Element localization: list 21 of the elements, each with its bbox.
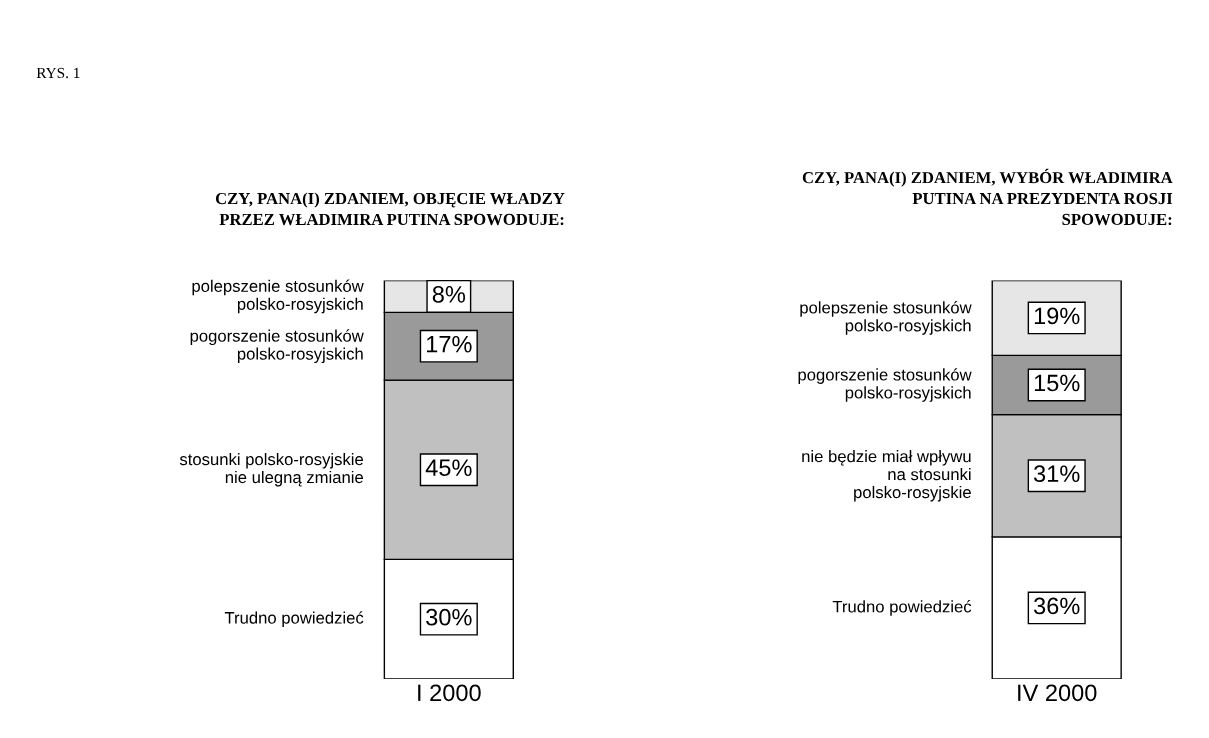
series-label: nie będzie miał wpływu na stosunki polsko-rosyjskie [802, 450, 971, 502]
series-label: polepszenie stosunków polsko-rosyjskich [800, 301, 972, 335]
x-tick-label: IV 2000 [1018, 684, 1097, 702]
text: RYS. 1 [36, 67, 80, 79]
x-tick-label: I 2000 [418, 684, 481, 702]
data-label: 15% [1034, 374, 1080, 392]
chart-title: CZY, PANA(I) ZDANIEM, WYBÓR WŁADIMIRA PUTINA NA PREZYDENTA ROSJI SPOWODUJE: [802, 168, 1173, 226]
data-label: 31% [1033, 465, 1080, 483]
data-label: 45% [425, 459, 472, 477]
series-label: Trudno powiedzieć [224, 611, 364, 628]
data-label: 36% [1033, 597, 1080, 615]
data-label: 19% [1034, 307, 1080, 325]
data-label: 17% [427, 335, 472, 353]
series-label: pogorszenie stosunków polsko-rosyjskich [798, 368, 972, 402]
series-label: polepszenie stosunków polsko-rosyjskich [192, 279, 364, 314]
data-label: 8% [432, 286, 466, 303]
series-label: stosunki polsko-rosyjskie nie ulegną zmianie [179, 452, 363, 487]
chart-title: CZY, PANA(I) ZDANIEM, OBJĘCIE WŁADZY PRZEZ WŁADIMIRA PUTINA SPOWODUJE: [215, 192, 565, 226]
series-label: Trudno powiedzieć [832, 600, 972, 616]
data-label: 30% [426, 608, 472, 626]
series-label: pogorszenie stosunków polsko-rosyjskich [190, 329, 364, 364]
